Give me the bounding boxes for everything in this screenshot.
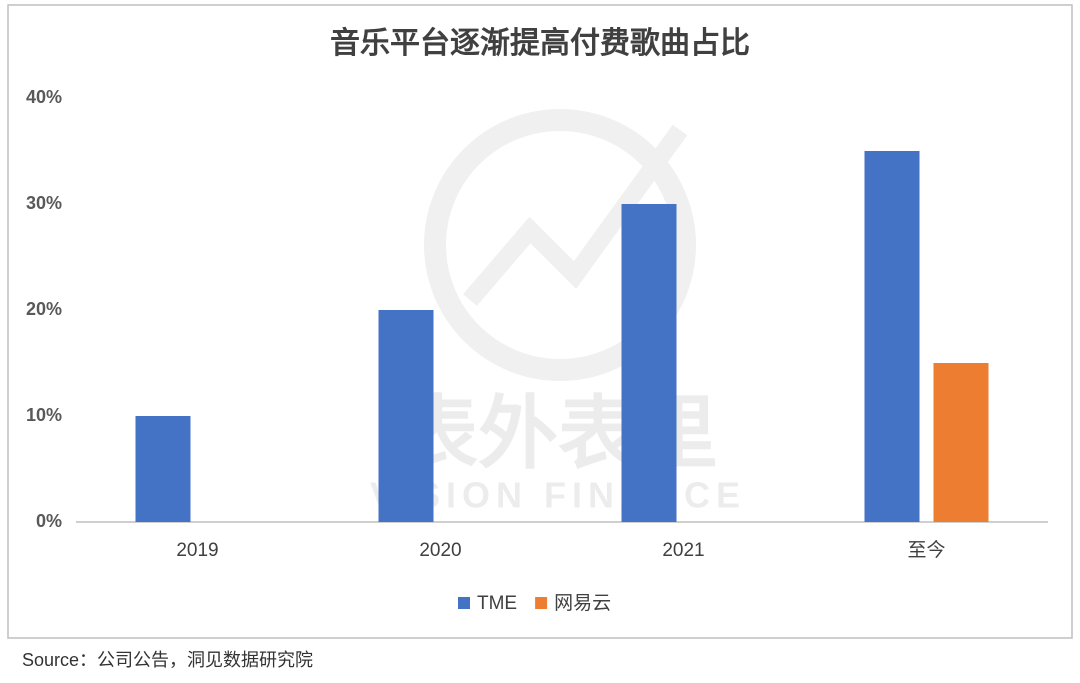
chart-title: 音乐平台逐渐提高付费歌曲占比 bbox=[330, 26, 750, 60]
legend-swatch bbox=[458, 597, 470, 609]
x-tick-label: 至今 bbox=[907, 539, 945, 561]
legend-swatch bbox=[535, 597, 548, 609]
x-tick-label: 2020 bbox=[419, 540, 461, 561]
bar bbox=[135, 416, 191, 522]
bar bbox=[864, 151, 920, 522]
bar bbox=[378, 310, 434, 522]
bar bbox=[621, 204, 677, 522]
x-tick-label: 2019 bbox=[176, 540, 218, 561]
y-tick-label: 20% bbox=[26, 299, 62, 319]
bar bbox=[933, 363, 989, 522]
y-tick-label: 30% bbox=[26, 193, 62, 213]
y-tick-label: 10% bbox=[26, 405, 62, 425]
watermark-logo bbox=[424, 109, 696, 381]
x-tick-label: 2021 bbox=[662, 540, 704, 561]
source-note: Source：公司公告，洞见数据研究院 bbox=[22, 650, 313, 670]
y-tick-label: 40% bbox=[26, 87, 62, 107]
legend-label: 网易云 bbox=[554, 593, 611, 614]
legend-label: TME bbox=[477, 593, 517, 614]
y-tick-label: 0% bbox=[36, 511, 62, 531]
